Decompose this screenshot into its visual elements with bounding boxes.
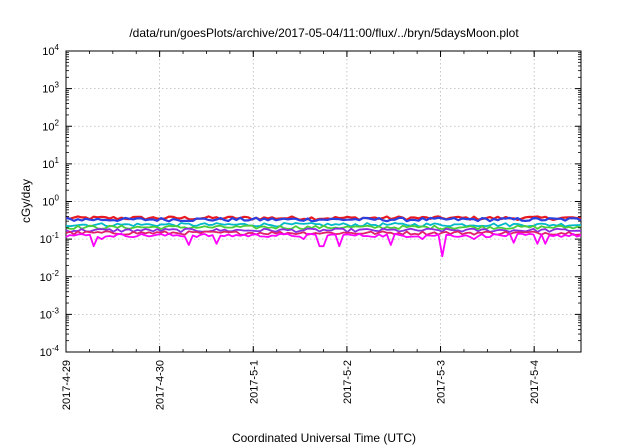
y-tick-label: 10-2 — [40, 269, 60, 284]
y-tick-label: 10-3 — [40, 306, 60, 321]
y-tick-exponent: 1 — [55, 156, 60, 165]
y-tick-exponent: -2 — [52, 269, 60, 278]
x-tick-label: 2017-5-2 — [342, 360, 354, 404]
y-axis-label: cGy/day — [19, 179, 33, 223]
y-tick-label: 100 — [42, 194, 59, 209]
x-tick-label: 2017-5-4 — [529, 360, 541, 404]
y-tick-label: 101 — [42, 156, 59, 171]
x-tick-label: 2017-5-3 — [436, 360, 448, 404]
series-line-2 — [65, 216, 582, 223]
series-line-4 — [65, 224, 582, 230]
y-tick-label: 102 — [42, 118, 59, 133]
y-tick-exponent: 4 — [55, 43, 60, 52]
y-tick-label: 10-1 — [40, 231, 60, 246]
ticks-layer — [65, 50, 582, 353]
y-tick-label: 10-4 — [40, 344, 60, 359]
y-tick-exponent: 0 — [55, 194, 60, 203]
grid — [65, 51, 581, 352]
x-tick-label: 2017-5-1 — [248, 360, 260, 404]
y-tick-exponent: 3 — [55, 81, 60, 90]
x-tick-label: 2017-4-30 — [155, 360, 167, 410]
chart-title: /data/run/goesPlots/archive/2017-05-04/1… — [129, 26, 519, 40]
y-tick-exponent: 2 — [55, 118, 60, 127]
series-layer — [65, 215, 582, 258]
x-axis-label: Coordinated Universal Time (UTC) — [232, 431, 416, 445]
y-tick-exponent: -1 — [52, 231, 60, 240]
y-tick-exponent: -4 — [52, 344, 60, 353]
y-tick-label: 104 — [42, 43, 59, 58]
x-tick-labels: 2017-4-29 2017-4-30 2017-5-1 2017-5-2 2017-5… — [61, 360, 541, 410]
x-tick-label: 2017-4-29 — [61, 360, 73, 410]
y-tick-label: 103 — [42, 81, 59, 96]
series-line-7 — [65, 232, 582, 258]
y-tick-exponent: -3 — [52, 306, 60, 315]
series-line-5 — [65, 227, 582, 233]
